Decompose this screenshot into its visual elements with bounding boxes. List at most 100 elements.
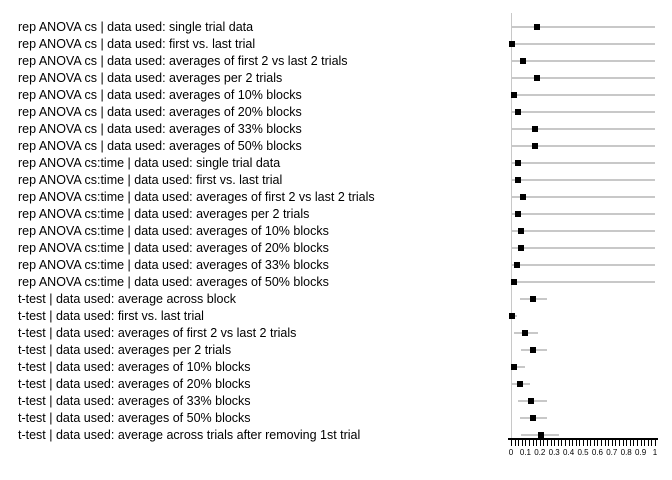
row-label: t-test | data used: averages of 33% bloc… [18,393,251,408]
x-axis-minor-tick [590,440,592,446]
point-marker [533,75,540,81]
error-bar [511,281,655,283]
x-axis-minor-tick [529,440,530,446]
x-axis-tick-label: 0.1 [519,448,531,457]
x-axis-tick-label: 1 [652,448,658,457]
x-axis-minor-tick [511,440,512,446]
point-marker [532,143,539,149]
point-marker [529,415,536,421]
point-marker [515,160,522,166]
x-axis-minor-tick [561,440,563,446]
x-axis-tick-label: 0.7 [606,448,618,457]
x-axis-minor-tick [543,440,545,446]
error-bar [511,247,655,249]
x-axis-tick-label: 0.4 [563,448,575,457]
x-axis-minor-tick [586,440,588,446]
x-axis-minor-tick [611,440,613,446]
row-label: t-test | data used: averages of first 2 … [18,325,297,340]
point-marker [532,126,539,132]
x-axis-minor-tick [619,440,620,446]
x-axis-minor-tick [521,440,523,446]
x-axis-minor-tick [547,440,548,446]
x-axis-minor-tick [557,440,559,446]
x-axis-minor-tick [608,440,610,446]
point-marker [513,262,520,268]
point-marker [516,381,523,387]
row-label: rep ANOVA cs | data used: averages per 2… [18,70,283,85]
point-marker [509,313,516,319]
error-bar [511,77,655,79]
x-axis-minor-tick [532,440,534,446]
point-marker [509,41,516,47]
x-axis-minor-tick [568,440,570,446]
x-axis-tick-label: 0.8 [620,448,632,457]
error-bar [511,230,655,232]
x-axis-minor-tick [655,440,656,446]
row-label: rep ANOVA cs:time | data used: single tr… [18,155,281,170]
x-axis-tick-label: 0.6 [591,448,603,457]
error-bar [511,366,526,368]
x-axis-line [508,438,658,440]
x-axis-minor-tick [626,440,628,446]
x-axis-minor-tick [622,440,624,446]
point-marker [510,279,517,285]
error-bar [511,179,655,181]
point-marker [538,432,545,438]
x-axis-minor-tick [629,440,631,446]
x-axis-tick-label: 0.2 [534,448,546,457]
x-axis-tick-label: 0 [508,448,514,457]
point-marker [510,364,517,370]
x-axis-minor-tick [597,440,599,446]
point-marker [515,211,522,217]
error-bar [511,111,655,113]
point-marker [529,347,536,353]
x-axis-minor-tick [604,440,606,446]
x-axis-minor-tick [539,440,541,446]
x-axis-minor-tick [644,440,646,446]
row-label: rep ANOVA cs | data used: averages of 20… [18,104,302,119]
row-label: rep ANOVA cs | data used: averages of 33… [18,121,302,136]
row-label: rep ANOVA cs:time | data used: averages … [18,206,310,221]
error-bar [511,213,655,215]
x-axis-minor-tick [583,440,584,446]
row-label: rep ANOVA cs | data used: averages of 50… [18,138,302,153]
row-label: rep ANOVA cs:time | data used: averages … [18,274,329,289]
x-axis-tick-label: 0.5 [577,448,589,457]
error-bar [511,264,655,266]
x-axis-tick-label: 0.3 [548,448,560,457]
x-axis-minor-tick [565,440,566,446]
point-marker [518,245,525,251]
x-axis-minor-tick [536,440,538,446]
row-label: t-test | data used: first vs. last trial [18,308,204,323]
x-axis-minor-tick [550,440,552,446]
point-marker [529,296,536,302]
x-axis-minor-tick [579,440,581,446]
x-axis-minor-tick [554,440,556,446]
x-axis-minor-tick [640,440,642,446]
point-marker [528,398,535,404]
error-bar [511,128,655,130]
x-axis-minor-tick [593,440,595,446]
point-marker [515,109,522,115]
x-axis-minor-tick [615,440,617,446]
row-label: rep ANOVA cs:time | data used: averages … [18,240,329,255]
row-label: rep ANOVA cs | data used: averages of 10… [18,87,302,102]
row-label: t-test | data used: averages of 50% bloc… [18,410,251,425]
row-label: rep ANOVA cs | data used: averages of fi… [18,53,348,68]
row-label: t-test | data used: averages of 20% bloc… [18,376,251,391]
error-bar [511,145,655,147]
row-label: rep ANOVA cs:time | data used: averages … [18,257,329,272]
x-axis-minor-tick [651,440,653,446]
y-axis-line [511,13,512,440]
row-label: rep ANOVA cs:time | data used: averages … [18,189,375,204]
x-axis-minor-tick [637,440,638,446]
x-axis-minor-tick [647,440,649,446]
row-label: t-test | data used: averages per 2 trial… [18,342,232,357]
x-axis-minor-tick [601,440,602,446]
point-marker [519,194,526,200]
row-label: t-test | data used: average across trial… [18,427,361,442]
error-bar [511,43,655,45]
point-marker [518,228,525,234]
x-axis-minor-tick [525,440,527,446]
